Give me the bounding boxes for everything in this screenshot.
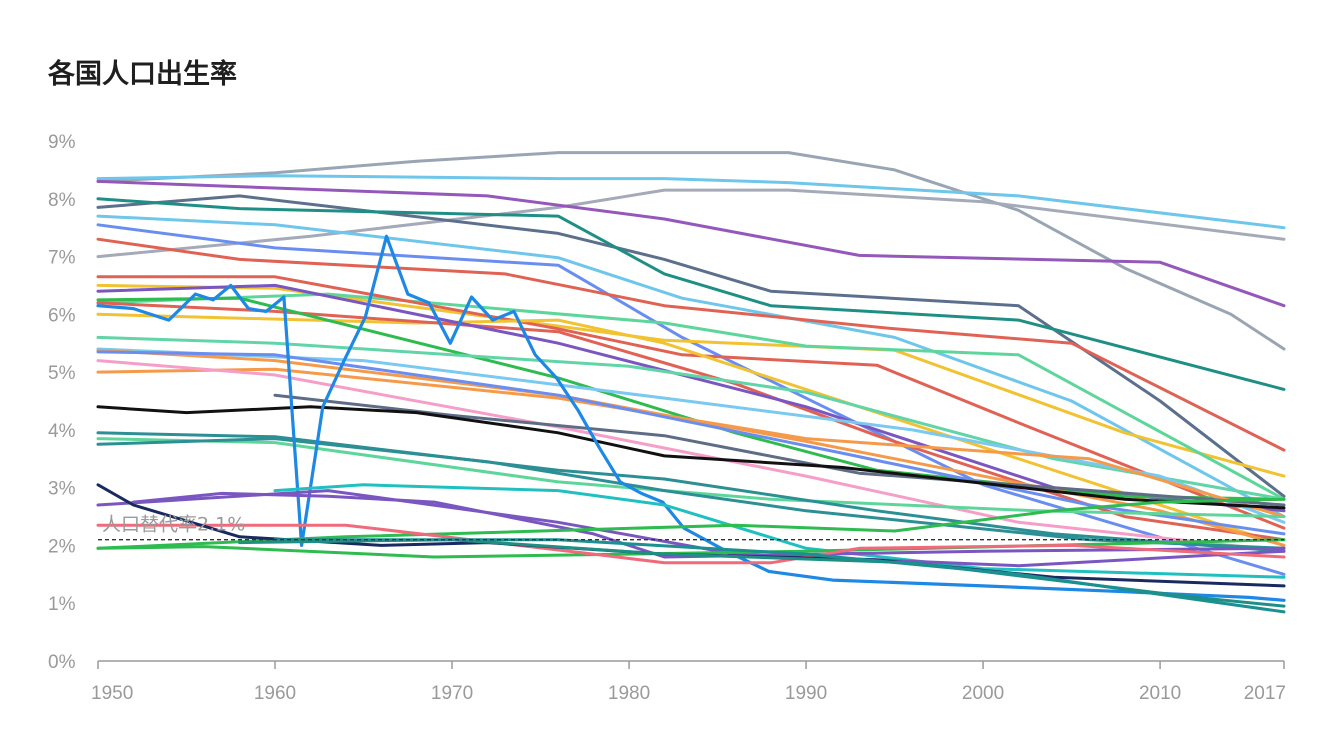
series-line-29 [273,483,1286,579]
series-line-18 [96,347,1286,524]
series-line-14 [96,301,1286,542]
x-tick-label: 1970 [431,683,473,704]
series-line-25 [96,405,1286,510]
series-line-6 [96,197,1286,391]
series-line-34 [96,523,1286,565]
reference-layer: 人口替代率2.1% [98,514,1284,541]
y-tick-label: 1% [48,594,76,615]
series-line-24 [96,437,1286,519]
x-tick-label: 1960 [254,683,296,704]
x-tick-label: 1980 [608,683,650,704]
series-line-17 [96,335,1286,501]
chart-title: 各国人口出生率 [48,59,237,89]
x-tick-label: 2017 [1244,683,1286,704]
series-line-7 [96,214,1286,519]
x-tick-label: 2000 [962,683,1004,704]
y-tick-label: 3% [48,479,76,500]
series-line-21 [96,350,1286,536]
y-tick-label: 5% [48,363,76,384]
series-line-3 [96,174,1286,230]
series-line-10 [96,283,1286,478]
series-line-9 [96,237,1286,452]
replacement-rate-label: 人口替代率2.1% [102,514,245,536]
series-line-11 [96,292,1286,501]
y-tick-label: 2% [48,536,76,557]
x-tick-label: 1990 [785,683,827,704]
series-line-1 [96,151,1286,351]
series-line-27 [96,437,1286,550]
series-layer [96,151,1286,614]
y-tick-label: 0% [48,652,76,673]
series-line-32 [96,497,1286,550]
series-line-22 [96,359,1286,553]
axis-layer: 0% 1% 2% 3% 4% 5% 6% 7% 8% 9% 1950 1960 1970 1980 1990… [48,132,1286,704]
x-tick-label: 2010 [1139,683,1181,704]
series-line-26 [96,431,1286,553]
y-tick-label: 9% [48,132,76,153]
y-tick-label: 8% [48,190,76,211]
x-tick-label: 1950 [91,683,133,704]
series-line-30 [131,491,1286,559]
y-tick-label: 7% [48,248,76,269]
series-line-20 [96,348,1286,547]
series-line-2 [96,188,1286,259]
series-line-31 [96,489,1286,568]
y-tick-label: 4% [48,421,76,442]
series-line-5 [96,194,1286,498]
series-line-4 [96,179,1286,308]
series-line-12 [96,275,1286,530]
y-tick-label: 6% [48,305,76,326]
